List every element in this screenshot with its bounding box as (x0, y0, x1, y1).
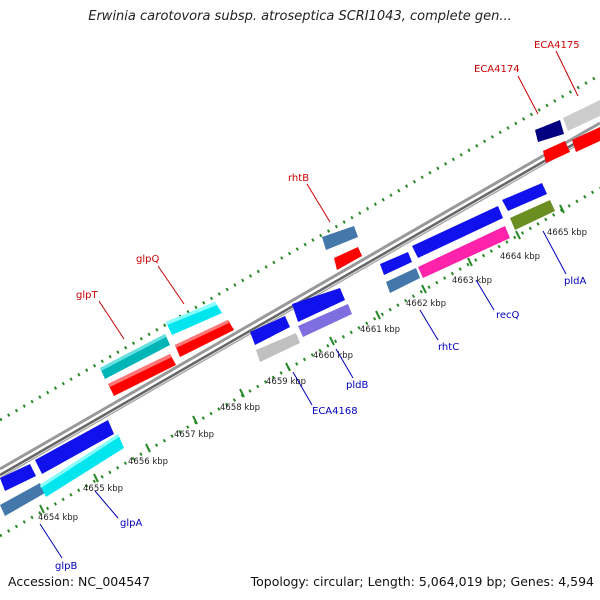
gene-rhtC[interactable] (380, 252, 420, 293)
gene-glpT-red[interactable] (108, 354, 176, 396)
tick-label: 4661 kbp (360, 325, 400, 335)
tick-marks (39, 204, 565, 514)
gene-label-ECA4175: ECA4175 (534, 40, 580, 51)
gene-label-pldA: pldA (564, 276, 586, 287)
gene-recQ[interactable] (412, 206, 510, 278)
gene-ECA4168[interactable] (250, 316, 300, 362)
accession-text: Accession: NC_004547 (8, 574, 151, 589)
bottom-leaders (39, 230, 567, 559)
gene-label-glpB: glpB (55, 561, 77, 572)
gene-label-rhtC: rhtC (438, 342, 459, 353)
gene-ECA4174[interactable] (535, 120, 570, 163)
outer-dotted-track (0, 73, 600, 422)
gene-label-recQ: recQ (496, 310, 520, 321)
backbone-outer (0, 121, 600, 471)
tick-label: 4659 kbp (266, 377, 306, 387)
gene-glpQ-red[interactable] (175, 320, 234, 357)
tick-label: 4655 kbp (83, 484, 123, 494)
gene-label-glpT: glpT (76, 290, 98, 301)
tick-label: 4663 kbp (452, 276, 492, 286)
gene-glpT[interactable] (100, 334, 170, 379)
tick-label: 4662 kbp (406, 299, 446, 309)
gene-pldB[interactable] (292, 288, 352, 337)
gene-glpQ[interactable] (166, 302, 222, 335)
tick-label: 4654 kbp (38, 513, 78, 523)
map-title: Erwinia carotovora subsp. atroseptica SC… (88, 9, 512, 24)
tick-label: 4660 kbp (313, 351, 353, 361)
gene-label-pldB: pldB (346, 380, 368, 391)
gene-label-ECA4174: ECA4174 (474, 64, 520, 75)
gene-glpB[interactable] (0, 464, 45, 516)
tick-label: 4664 kbp (500, 252, 540, 262)
gene-label-glpQ: glpQ (136, 254, 159, 265)
gene-rhtB[interactable] (322, 226, 362, 270)
gene-ECA4175[interactable] (563, 100, 600, 152)
gene-label-glpA: glpA (120, 518, 142, 529)
gene-glpA[interactable] (35, 420, 124, 497)
top-leaders (98, 50, 579, 340)
topology-summary: Topology: circular; Length: 5,064,019 bp… (250, 574, 594, 589)
tick-label: 4657 kbp (174, 430, 214, 440)
tick-label: 4658 kbp (220, 403, 260, 413)
tick-label: 4656 kbp (128, 457, 168, 467)
gene-label-rhtB: rhtB (288, 173, 309, 184)
gene-label-ECA4168: ECA4168 (312, 406, 358, 417)
gene-pldA[interactable] (502, 183, 555, 230)
tick-label: 4665 kbp (547, 228, 587, 238)
